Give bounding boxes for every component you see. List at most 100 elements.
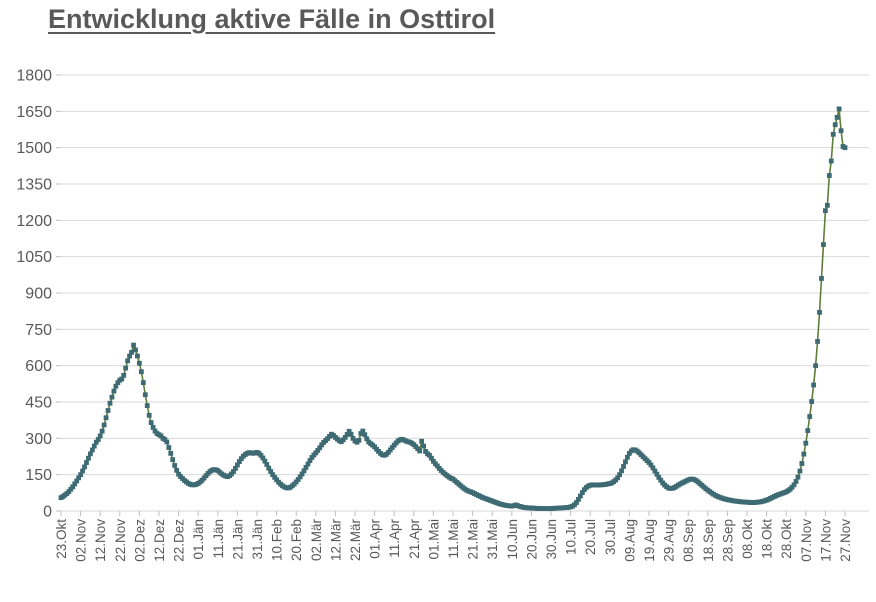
data-point-marker [172,463,178,468]
data-point-marker [93,439,99,445]
data-point-marker [158,433,164,439]
data-point-marker [389,445,395,450]
y-tick-label: 0 [43,504,52,521]
data-point-marker [119,376,125,382]
x-tick-label: 17.Nov [818,519,833,562]
data-point-marker [97,433,103,439]
data-point-marker [150,425,156,430]
data-point-marker [262,458,268,464]
x-tick-label: 22.Mär [348,519,363,562]
data-point-marker [344,432,350,437]
data-point-marker [303,465,309,470]
x-tick-label: 30.Jul [603,519,618,555]
data-point-marker [266,465,272,471]
data-point-marker [264,462,270,467]
data-point-marker [656,474,662,480]
data-point-marker [78,472,83,478]
data-point-marker [127,353,132,359]
data-point-marker [836,106,842,112]
data-point-marker [176,471,181,477]
data-point-marker [346,428,352,434]
x-tick-label: 23.Okt [54,519,69,559]
x-tick-label: 10.Feb [270,519,285,561]
data-point-marker [166,445,172,450]
x-tick-label: 22.Dez [172,519,187,562]
data-point-marker [270,472,276,478]
x-tick-label: 01.Mai [426,519,441,560]
data-point-marker [101,422,107,428]
data-point-marker [137,360,142,366]
x-tick-label: 31.Jän [250,519,265,560]
data-point-marker [238,456,244,462]
x-tick-label: 01.Apr [368,519,383,559]
data-point-marker [307,458,313,464]
x-tick-label: 12.Mär [328,519,343,562]
x-tick-label: 21.Apr [407,519,422,559]
x-tick-label: 07.Nov [799,519,814,562]
data-point-marker [819,276,824,281]
data-point-marker [317,445,323,451]
data-point-marker [76,475,82,481]
data-point-marker [146,412,152,418]
data-point-marker [828,158,834,164]
data-point-marker [823,208,828,214]
data-point-marker [129,349,134,355]
x-tick-label: 18.Sep [701,519,716,562]
data-point-marker [125,358,131,364]
data-point-marker [356,437,362,443]
x-axis: 23.Okt 02.Nov 12.Nov 22.Nov 02.Dez 12.Dez 22.D… [54,511,853,562]
data-point-marker [360,428,366,434]
data-point-marker [121,372,127,378]
data-point-marker [305,461,311,467]
x-tick-label: 08.Sep [681,519,696,562]
data-point-marker [258,452,264,458]
x-tick-label: 21.Jän [230,519,245,560]
data-point-marker [319,442,325,448]
data-point-marker [574,500,579,505]
data-point-marker [105,408,111,413]
y-tick-label: 600 [25,358,52,375]
y-tick-label: 1200 [16,213,52,230]
data-point-marker [293,479,299,485]
data-point-marker [817,309,822,315]
data-point-marker [111,388,117,394]
data-point-marker [170,457,176,463]
data-point-marker [123,365,129,371]
data-point-marker [362,432,368,438]
data-point-marker [144,403,150,409]
data-point-marker [625,454,630,460]
x-tick-label: 02.Dez [132,519,147,562]
data-point-marker [419,438,425,444]
data-point-marker [131,342,136,348]
x-tick-label: 30.Jun [544,519,559,560]
data-point-marker [80,468,85,474]
data-point-marker [70,484,76,490]
x-tick-label: 10.Jun [505,519,520,560]
data-point-marker [627,450,632,456]
data-point-marker [431,458,436,464]
x-tick-label: 28.Sep [720,519,735,562]
data-point-marker [423,449,428,454]
x-tick-label: 12.Nov [93,519,108,562]
data-point-marker [89,447,95,453]
x-tick-label: 20.Feb [289,519,304,561]
data-point-marker [576,496,581,502]
data-point-marker [842,145,848,151]
data-point-marker [115,380,121,386]
data-point-marker [274,477,279,483]
y-tick-label: 450 [25,395,52,412]
x-tick-label: 10.Jul [564,519,579,555]
data-point-marker [72,481,78,487]
data-point-marker [364,436,370,442]
data-point-marker [309,455,315,460]
data-point-marker [807,414,813,419]
data-point-marker [299,471,305,477]
data-point-marker [830,131,836,137]
x-tick-label: 08.Okt [740,519,755,559]
y-tick-label: 1500 [16,140,52,157]
data-point-marker [385,449,391,455]
x-tick-label: 01.Jän [191,519,206,560]
data-point-marker [260,455,266,461]
data-point-marker [84,460,89,465]
data-point-marker [107,400,113,406]
